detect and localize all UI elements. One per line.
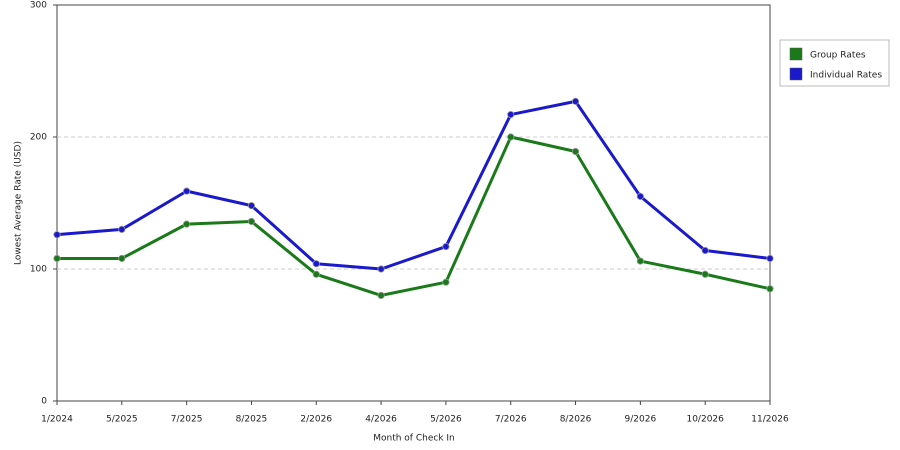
data-point [312,260,320,268]
y-tick-label: 100 [30,265,47,275]
x-tick-label: 2/2026 [300,415,332,425]
series-line [57,135,771,297]
data-point [571,147,580,156]
y-tick-label: 300 [30,1,47,11]
data-point [183,220,191,228]
data-point [377,265,385,273]
data-point [377,291,385,299]
data-point [507,110,515,119]
x-tick-label: 7/2026 [495,415,527,425]
legend-label: Individual Rates [810,71,882,81]
x-tick-label: 7/2025 [171,415,203,425]
data-point [442,242,450,251]
data-point [571,97,580,105]
legend-label: Group Rates [810,51,866,61]
data-point [247,217,256,226]
x-axis-label: Month of Check In [373,434,455,444]
x-tick-label: 11/2026 [751,415,789,425]
plot-area [56,4,771,402]
data-point [53,254,61,263]
data-point [507,133,515,141]
data-point [247,202,256,210]
x-tick-label: 1/2024 [41,415,73,425]
x-tick-label: 8/2026 [560,415,592,425]
data-point [701,270,709,278]
data-point [442,278,450,286]
data-point [183,187,191,195]
data-point [118,254,126,263]
data-point [118,225,126,233]
data-point [312,270,320,278]
x-tick-label: 10/2026 [686,415,724,425]
data-point [766,285,774,293]
data-point [701,246,709,255]
x-tick-label: 8/2025 [236,415,268,425]
y-tick-label: 200 [30,133,47,143]
x-tick-label: 9/2026 [625,415,657,425]
legend-swatch [789,67,803,81]
data-point [636,192,644,200]
data-point [766,254,774,263]
y-axis-label: Lowest Average Rate (USD) [14,141,24,265]
data-point [636,257,644,265]
x-tick-label: 5/2026 [430,415,462,425]
data-point [53,231,61,239]
x-tick-label: 5/2025 [106,415,138,425]
series-line [56,99,771,271]
x-tick-label: 4/2026 [365,415,397,425]
legend-swatch [789,47,803,61]
y-tick-label: 0 [41,397,47,407]
